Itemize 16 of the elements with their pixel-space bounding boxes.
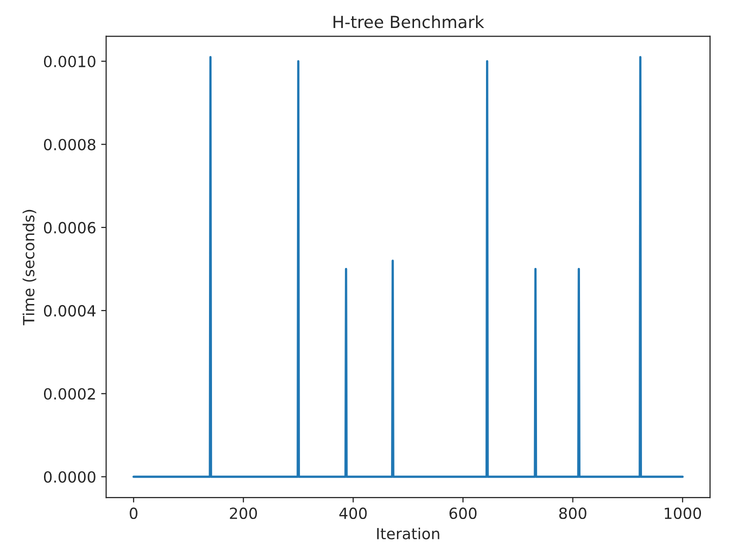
- y-tick-label: 0.0002: [44, 388, 95, 400]
- x-tick-label: 800: [559, 508, 586, 520]
- y-tick-label: 0.0004: [44, 305, 96, 317]
- x-axis-title: Iteration: [377, 528, 440, 540]
- x-tick-label: 400: [339, 508, 367, 520]
- y-axis-title: Time (seconds): [22, 210, 36, 326]
- chart-title: H-tree Benchmark: [334, 15, 484, 28]
- x-tick-label: 600: [449, 508, 477, 520]
- x-tick-label: 1000: [664, 508, 702, 520]
- x-tick-label: 200: [230, 508, 257, 520]
- line-series: [132, 56, 684, 478]
- y-tick-label: 0.0006: [44, 222, 96, 234]
- x-tick-label: 0: [130, 508, 138, 520]
- y-tick-label: 0.0008: [44, 138, 96, 150]
- y-tick-label: 0.0000: [44, 471, 96, 483]
- y-tick-label: 0.0010: [44, 56, 96, 68]
